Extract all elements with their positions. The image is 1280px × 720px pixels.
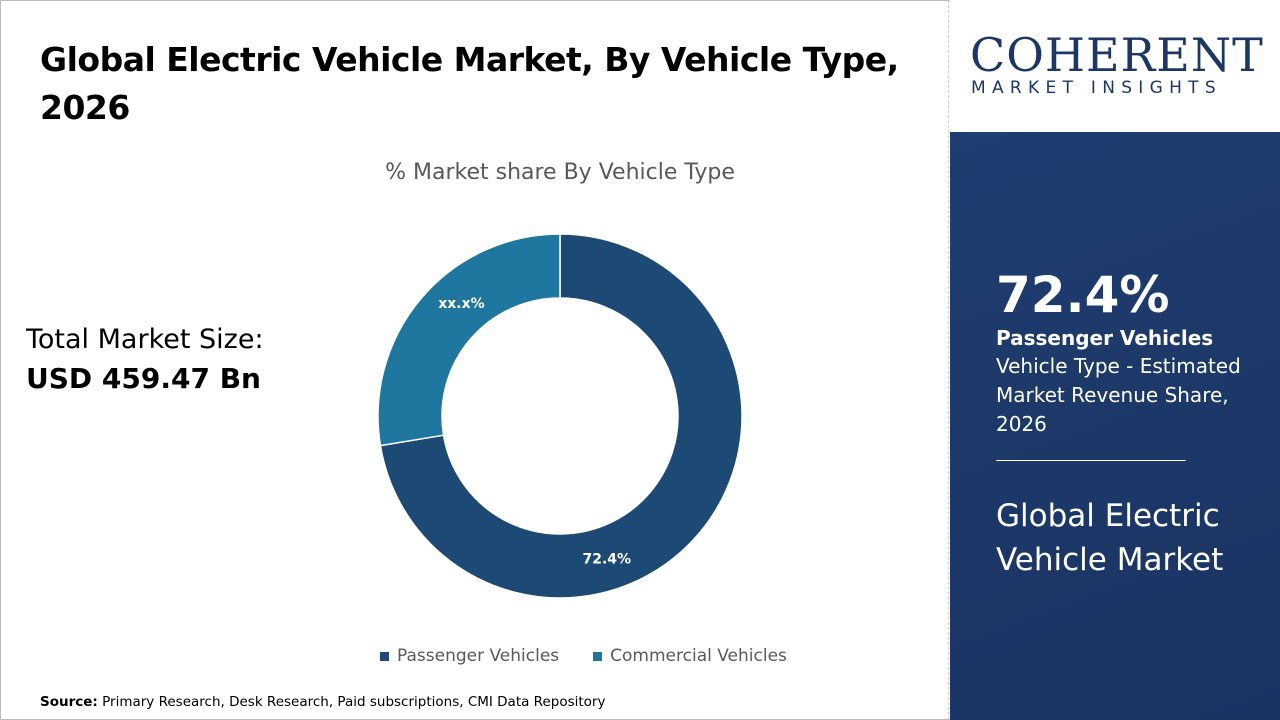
total-market-value: USD 459.47 Bn [26, 362, 261, 395]
legend-swatch [593, 651, 603, 661]
legend-label: Commercial Vehicles [610, 646, 787, 666]
market-name: Global Electric Vehicle Market [996, 498, 1224, 578]
page-title: Global Electric Vehicle Market, By Vehic… [40, 40, 899, 127]
donut-chart: 72.4% xx.x% [377, 233, 743, 599]
highlight-description: Vehicle Type - Estimated Market Revenue … [996, 354, 1241, 436]
data-label: xx.x% [438, 296, 484, 312]
legend-item-passenger: Passenger Vehicles [380, 646, 559, 666]
source-label: Source: [40, 694, 98, 710]
logo-wordmark: COHERENT [970, 28, 1264, 82]
logo-tagline: MARKET INSIGHTS [971, 78, 1222, 98]
highlight-panel: 72.4% Passenger Vehicles Vehicle Type - … [950, 132, 1280, 720]
total-market-label: Total Market Size: [26, 324, 264, 355]
donut-slice-passenger [379, 233, 743, 599]
legend: Passenger Vehicles Commercial Vehicles [380, 646, 787, 666]
source-note: Source: Primary Research, Desk Research,… [40, 694, 605, 710]
legend-swatch [380, 651, 389, 661]
panel-divider [996, 460, 1186, 461]
logo: COHERENT MARKET INSIGHTS [950, 0, 1280, 132]
legend-label: Passenger Vehicles [397, 646, 560, 666]
source-text: Primary Research, Desk Research, Paid su… [97, 694, 606, 710]
divider [948, 0, 949, 720]
data-label: 72.4% [582, 552, 631, 568]
chart-title: % Market share By Vehicle Type [385, 160, 735, 185]
highlight-segment: Passenger Vehicles [996, 326, 1214, 350]
highlight-value: 72.4% [996, 266, 1170, 324]
legend-item-commercial: Commercial Vehicles [593, 646, 787, 666]
donut-slice-commercial [377, 233, 561, 447]
